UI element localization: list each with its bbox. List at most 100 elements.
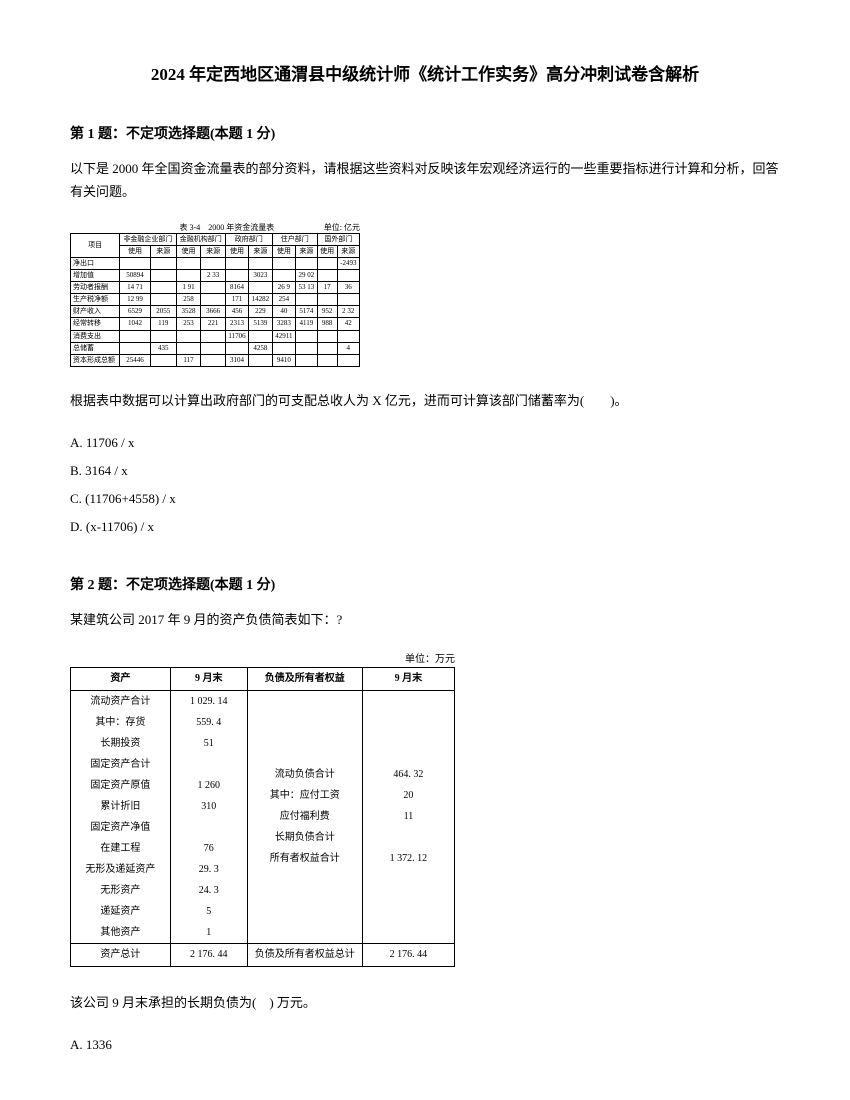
table-row-label: 财产收入: [71, 306, 120, 318]
table-cell: [317, 342, 337, 354]
table-header: 政府部门: [225, 233, 272, 245]
table-cell: 4258: [249, 342, 273, 354]
table-cell: [317, 257, 337, 269]
table-cell: 2055: [150, 306, 176, 318]
table-header: 国外部门: [317, 233, 359, 245]
table-row-label: 净出口: [71, 257, 120, 269]
table-subheader: 使用: [225, 245, 248, 257]
table-subheader: 使用: [317, 245, 337, 257]
q1-table-container: 表 3-4 2000 年资金流量表 单位: 亿元 项目 非金融企业部门 金融机构…: [70, 222, 780, 367]
table-cell: [363, 827, 454, 848]
table-cell: 464. 32: [363, 764, 454, 785]
table-cell: [201, 282, 226, 294]
table-cell: 42911: [272, 330, 295, 342]
table-cell: 1: [171, 922, 247, 943]
table-cell: 25446: [120, 354, 151, 366]
table-cell: [225, 270, 248, 282]
table-cell: 51: [171, 733, 247, 754]
table-cell: [150, 282, 176, 294]
table-cell: 1042: [120, 318, 151, 330]
table-cell: 2 33: [201, 270, 226, 282]
table-cell: 119: [150, 318, 176, 330]
table-cell: [317, 270, 337, 282]
table-cell: 11706: [225, 330, 248, 342]
table-cell: 1 029. 14: [171, 691, 247, 712]
q1-option-b: B. 3164 / x: [70, 458, 780, 484]
q1-text: 以下是 2000 年全国资金流量表的部分资料，请根据这些资料对反映该年宏观经济运…: [70, 157, 780, 204]
table-footer-cell: 资产总计: [71, 943, 171, 966]
table-cell: [295, 354, 317, 366]
table-cell: 其中：应付工资: [248, 785, 362, 806]
table-cell: [201, 354, 226, 366]
table-cell: [201, 342, 226, 354]
table-footer-cell: 负债及所有者权益总计: [247, 943, 362, 966]
table-cell: 456: [225, 306, 248, 318]
q1-option-c: C. (11706+4558) / x: [70, 486, 780, 512]
table-cell: 50894: [120, 270, 151, 282]
table-subheader: 来源: [295, 245, 317, 257]
table-cell: 14282: [249, 294, 273, 306]
table-cell: [337, 294, 359, 306]
table-subheader: 来源: [201, 245, 226, 257]
table-subheader: 来源: [249, 245, 273, 257]
q2-sub-question: 该公司 9 月末承担的长期负债为( ) 万元。: [70, 991, 780, 1014]
table-cell: [272, 257, 295, 269]
table-row-label: 劳动者报酬: [71, 282, 120, 294]
table-cell: [176, 342, 201, 354]
table-cell: 6529: [120, 306, 151, 318]
table-cell: 258: [176, 294, 201, 306]
table-cell: 53 13: [295, 282, 317, 294]
table-cell: 952: [317, 306, 337, 318]
question-1: 第 1 题：不定项选择题(本题 1 分) 以下是 2000 年全国资金流量表的部…: [70, 123, 780, 540]
table-cell: 254: [272, 294, 295, 306]
table-header: 项目: [71, 233, 120, 257]
table-cell: [201, 294, 226, 306]
table-cell: 2 32: [337, 306, 359, 318]
table-cell: [225, 257, 248, 269]
table-cell: [295, 294, 317, 306]
table-cell: [201, 257, 226, 269]
table-cell: [317, 330, 337, 342]
table-cell: [249, 330, 273, 342]
table-cell: 40: [272, 306, 295, 318]
table-subheader: 使用: [120, 245, 151, 257]
table-cell: 253: [176, 318, 201, 330]
table-cell: 4119: [295, 318, 317, 330]
table-cell: 长期负债合计: [248, 827, 362, 848]
table-cell: 117: [176, 354, 201, 366]
table-cell: [150, 354, 176, 366]
table-subheader: 来源: [337, 245, 359, 257]
table-cell: [249, 257, 273, 269]
table-cell: 递延资产: [71, 901, 170, 922]
table-cell: 9410: [272, 354, 295, 366]
table-cell: [295, 342, 317, 354]
table-cell: 长期投资: [71, 733, 170, 754]
q2-text: 某建筑公司 2017 年 9 月的资产负债简表如下：?: [70, 608, 780, 631]
table-cell: 5174: [295, 306, 317, 318]
table-cell: 所有者权益合计: [248, 848, 362, 869]
table-cell: 310: [171, 796, 247, 817]
table-cell: 固定资产原值: [71, 775, 170, 796]
table-header: 非金融企业部门: [120, 233, 177, 245]
table-cell: [120, 257, 151, 269]
q2-table: 资产 9 月末 负债及所有者权益 9 月末 流动资产合计其中：存货长期投资固定资…: [70, 667, 455, 967]
table-cell: 229: [249, 306, 273, 318]
table-cell: [176, 257, 201, 269]
table-cell: 无形及递延资产: [71, 859, 170, 880]
table-cell: 其他资产: [71, 922, 170, 943]
q1-table-caption-left: 表 3-4 2000 年资金流量表: [70, 222, 324, 233]
table-cell: [171, 817, 247, 838]
table-cell: 36: [337, 282, 359, 294]
q1-table-caption-right: 单位: 亿元: [324, 222, 360, 233]
table-footer-cell: 2 176. 44: [170, 943, 247, 966]
table-cell: 无形资产: [71, 880, 170, 901]
table-cell: [317, 294, 337, 306]
q2-table-caption: 单位：万元: [70, 650, 455, 665]
table-header: 住户部门: [272, 233, 317, 245]
table-cell: 12 99: [120, 294, 151, 306]
table-cell: [150, 294, 176, 306]
table-cell: 在建工程: [71, 838, 170, 859]
table-cell: 流动资产合计: [71, 691, 170, 712]
q1-option-d: D. (x-11706) / x: [70, 514, 780, 540]
table-cell: [150, 270, 176, 282]
